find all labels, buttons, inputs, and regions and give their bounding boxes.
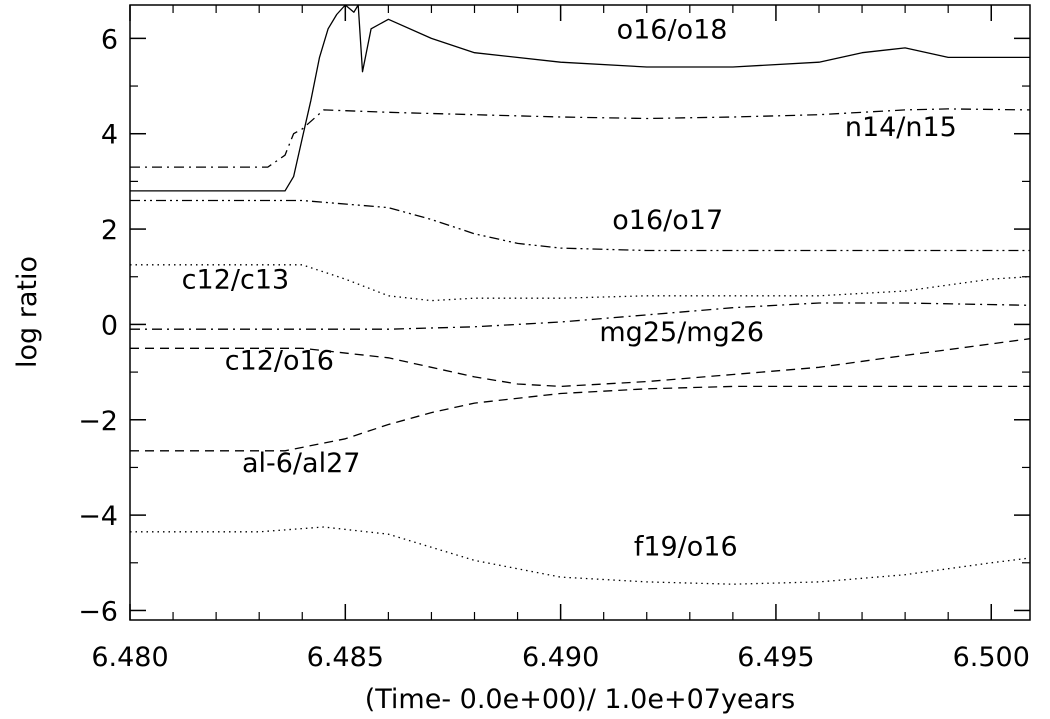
series-label-al-6-al27: al-6/al27 <box>242 448 360 479</box>
x-tick-label: 6.495 <box>737 642 814 673</box>
y-axis-title: log ratio <box>12 256 43 368</box>
axis-ticks <box>129 5 1030 620</box>
x-axis-title: (Time- 0.0e+00)/ 1.0e+07years <box>365 684 796 715</box>
series-label-mg25-mg26: mg25/mg26 <box>599 317 764 348</box>
series-line-f19-o16 <box>130 526 1031 585</box>
series-line-c12-o16 <box>130 338 1031 388</box>
y-tick-label: 0 <box>101 310 118 341</box>
series-label-o16-o17: o16/o17 <box>612 205 723 236</box>
series-labels: o16/o18 n14/n15 o16/o17 c12/c13 mg25/mg26 c12… <box>182 14 957 562</box>
series-label-o16-o18: o16/o18 <box>617 14 728 45</box>
x-tick-label: 6.480 <box>91 642 168 673</box>
y-tick-label: −4 <box>78 501 118 532</box>
series-line-al-6-al27 <box>130 385 1030 452</box>
series-line-o16-o18 <box>130 4 1030 192</box>
series-line-o16-o17 <box>130 199 1030 252</box>
y-tick-label: −2 <box>78 406 118 437</box>
x-tick-label: 6.485 <box>307 642 384 673</box>
series-label-f19-o16: f19/o16 <box>634 532 738 563</box>
y-tick-label: 2 <box>101 215 118 246</box>
x-tick-label: 6.500 <box>953 642 1030 673</box>
series-line-mg25-mg26 <box>130 302 1031 330</box>
y-tick-label: 4 <box>101 120 118 151</box>
plot-frame <box>129 4 1031 621</box>
series-lines <box>130 4 1031 585</box>
y-tick-label: 6 <box>101 24 118 55</box>
x-tick-label: 6.490 <box>522 642 599 673</box>
series-label-n14-n15: n14/n15 <box>845 112 957 143</box>
series-line-n14-n15 <box>130 108 1031 168</box>
axis-tick-labels: 6.480 6.485 6.490 6.495 6.500 −6 −4 −2 0 2 4 6 <box>78 24 1030 673</box>
series-label-c12-o16: c12/o16 <box>225 346 334 377</box>
series-label-c12-c13: c12/c13 <box>182 265 289 296</box>
series-line-c12-c13 <box>130 264 1031 302</box>
y-tick-label: −6 <box>78 596 118 627</box>
